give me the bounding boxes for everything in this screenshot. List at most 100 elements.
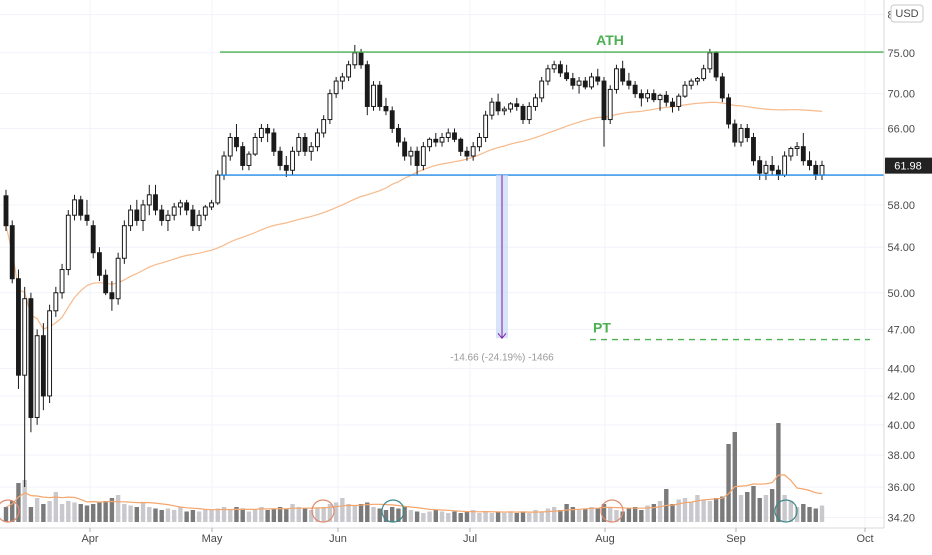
- volume-bar: [284, 508, 289, 522]
- volume-bar: [477, 513, 482, 522]
- candle-body: [308, 146, 314, 152]
- candle-body: [657, 94, 663, 101]
- volume-bar: [639, 510, 644, 522]
- candle-body: [769, 164, 775, 171]
- volume-bar: [738, 495, 744, 522]
- volume-bar: [421, 513, 426, 522]
- candle-body: [153, 194, 158, 211]
- volume-bar: [109, 498, 115, 522]
- candle-body: [819, 164, 825, 176]
- candle-body: [134, 209, 140, 221]
- time-tick-label: May: [202, 533, 223, 545]
- volume-bar: [757, 498, 762, 522]
- volume-bar: [470, 510, 476, 522]
- candle-body: [744, 127, 750, 138]
- candle-body: [165, 214, 171, 221]
- price-tick-label: 54.00: [887, 242, 915, 254]
- time-tick-label: Jul: [463, 533, 477, 545]
- candle-body: [682, 84, 688, 97]
- candle-body: [177, 202, 183, 208]
- volume-bar: [508, 511, 513, 522]
- price-tick-label: 44.00: [887, 363, 915, 375]
- candle-body: [371, 84, 376, 107]
- volume-bar: [333, 502, 339, 522]
- candle-body: [427, 138, 433, 148]
- candle-body: [90, 225, 96, 254]
- volume-marker-circle: [774, 499, 798, 523]
- candle-body: [78, 199, 84, 216]
- volume-bar: [657, 501, 663, 522]
- candle-body: [420, 146, 426, 166]
- candle-body: [614, 68, 619, 90]
- candle-body: [339, 76, 345, 82]
- volume-bar: [246, 511, 252, 522]
- volume-bar: [551, 507, 557, 522]
- volume-bar: [769, 489, 775, 522]
- candle-body: [533, 97, 538, 107]
- volume-bar: [47, 501, 52, 522]
- volume-bar: [371, 507, 376, 522]
- volume-bar: [72, 502, 77, 522]
- volume-bar: [66, 501, 71, 522]
- candle-body: [495, 101, 501, 112]
- candle-body: [128, 209, 134, 227]
- volume-bar: [352, 505, 358, 522]
- candle-body: [265, 127, 271, 134]
- volume-bar: [701, 499, 706, 522]
- measure-arrow-head: [497, 332, 507, 340]
- candle-body: [190, 209, 196, 227]
- volume-bar: [340, 498, 345, 522]
- volume-bar: [165, 508, 171, 522]
- volume-bar: [184, 511, 189, 522]
- volume-bar: [632, 507, 638, 522]
- time-tick-label: Aug: [595, 533, 615, 545]
- time-tick-label: Sep: [726, 533, 746, 545]
- volume-bar: [564, 504, 569, 522]
- candle-body: [408, 150, 414, 157]
- volume-bar: [483, 511, 488, 522]
- candle-body: [352, 52, 358, 66]
- candle-body: [414, 150, 420, 166]
- volume-bar: [489, 513, 495, 522]
- candle-body: [489, 101, 495, 116]
- candle-body: [258, 127, 264, 138]
- candle-body: [775, 169, 781, 176]
- candle-body: [358, 52, 364, 66]
- annotation-layer: ATH PT -14.66 (-24.19%) -1466: [0, 32, 884, 523]
- candle-body: [576, 80, 582, 86]
- volume-bar: [28, 507, 34, 522]
- volume-bar: [813, 508, 818, 522]
- volume-bar: [365, 502, 370, 522]
- volume-bar: [91, 504, 96, 522]
- candle-body: [501, 108, 507, 112]
- candle-body: [215, 174, 221, 204]
- candle-body: [788, 148, 794, 157]
- candle-body: [9, 225, 15, 280]
- candle-body: [476, 136, 482, 148]
- volume-bar: [433, 510, 439, 522]
- candle-body: [22, 298, 28, 376]
- volume-marker-circle: [0, 499, 20, 523]
- candle-body: [589, 76, 594, 88]
- candle-body: [333, 80, 339, 95]
- candle-body: [570, 78, 576, 86]
- candle-body: [346, 64, 352, 78]
- volume-bar: [97, 502, 102, 522]
- price-tick-label: 36.00: [887, 482, 915, 494]
- volume-bar: [321, 507, 326, 522]
- candle-body: [315, 132, 320, 148]
- candle-body: [601, 80, 607, 121]
- candle-body: [514, 103, 520, 107]
- candle-body: [545, 68, 551, 82]
- candle-body: [738, 127, 744, 143]
- volume-bar: [745, 492, 750, 522]
- candle-body: [383, 105, 389, 112]
- candle-body: [184, 202, 190, 211]
- ma-layer: [5, 101, 823, 330]
- candle-body: [557, 64, 563, 74]
- currency-badge[interactable]: [890, 4, 924, 23]
- volume-layer: [3, 423, 825, 522]
- volume-bar: [296, 507, 301, 522]
- volume-bar: [576, 510, 582, 522]
